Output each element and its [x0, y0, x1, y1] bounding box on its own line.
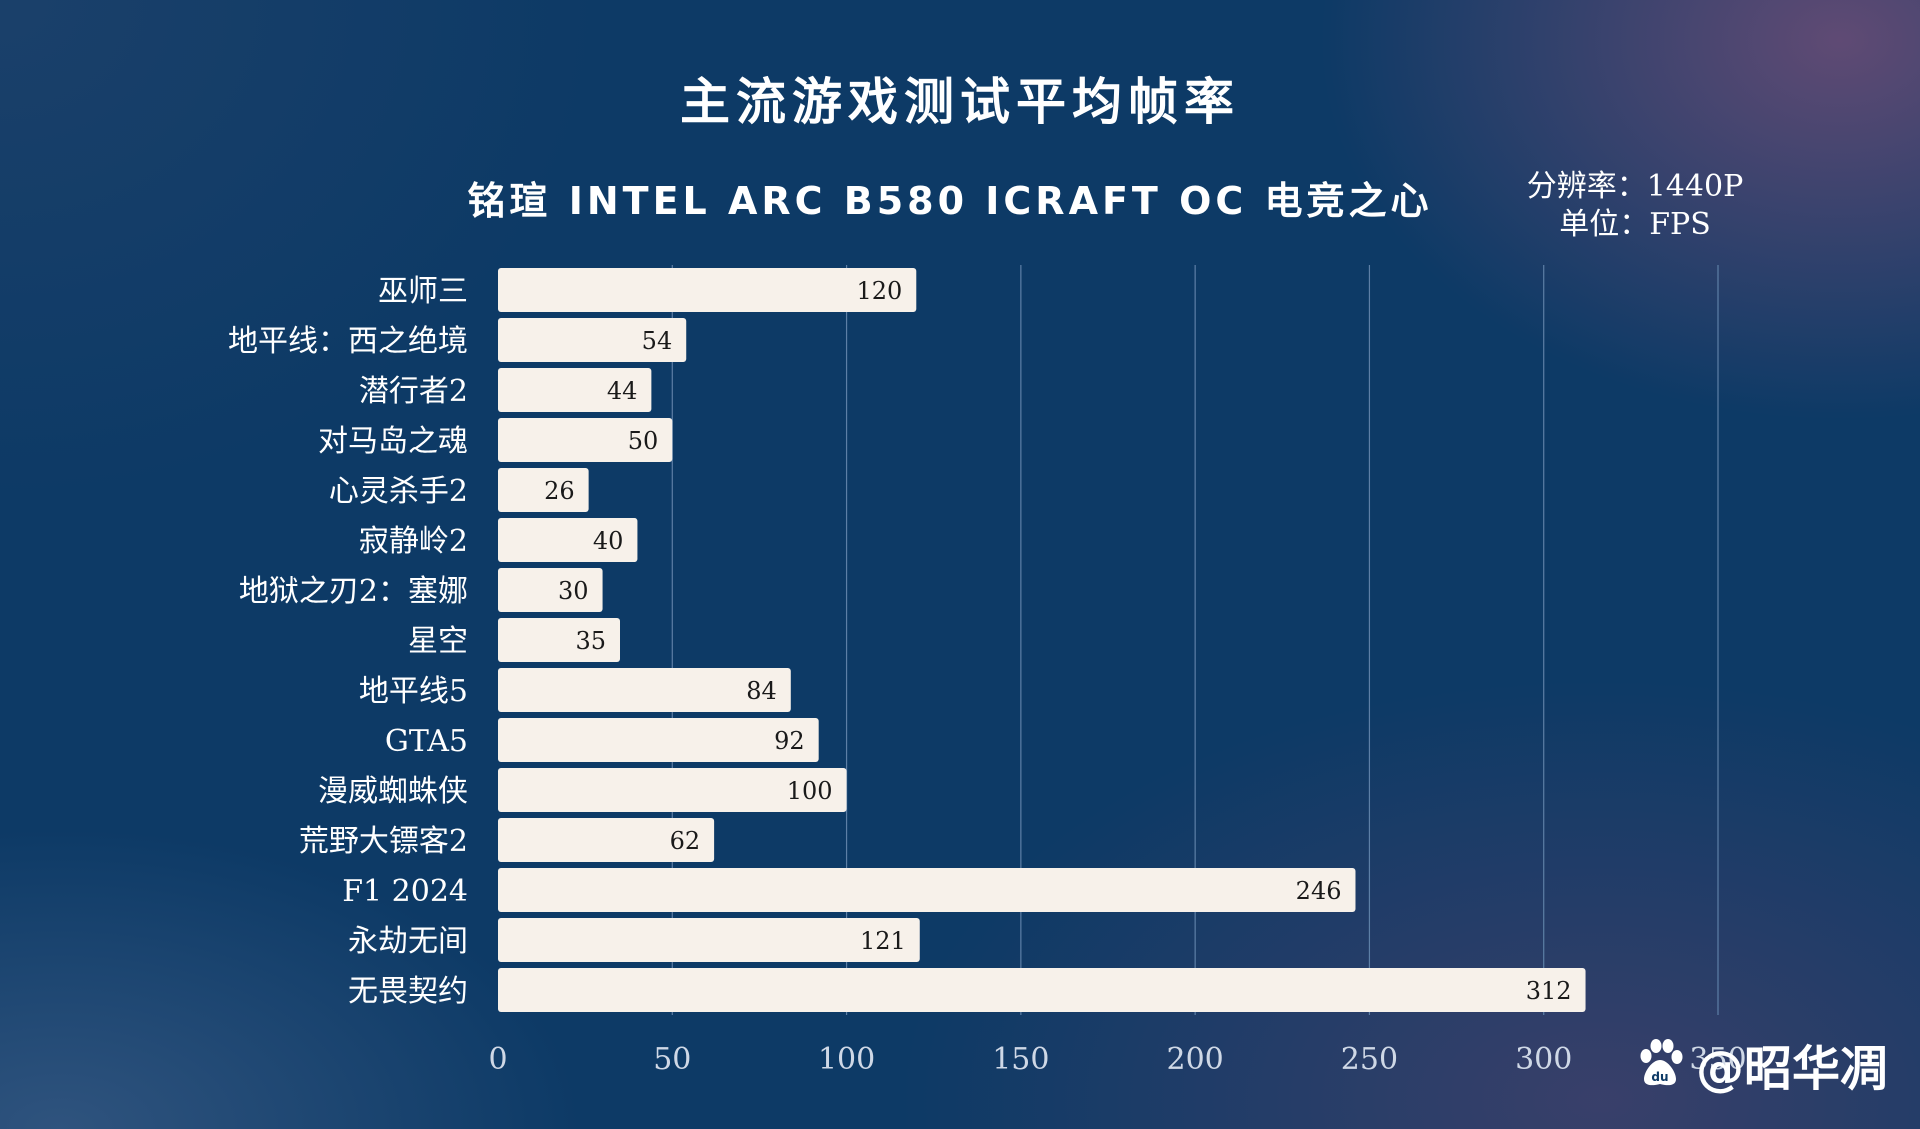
bar [498, 268, 917, 312]
x-tick-label: 100 [818, 1042, 875, 1077]
x-tick-label: 350 [1689, 1042, 1746, 1077]
unit-label: 单位：FPS [1559, 207, 1711, 242]
bars [498, 268, 1586, 1012]
bar [498, 918, 920, 962]
category-label: 无畏契约 [348, 974, 468, 1009]
category-label: 心灵杀手2 [329, 474, 468, 509]
bar [498, 668, 791, 712]
bar [498, 818, 715, 862]
svg-text:du: du [1651, 1070, 1668, 1084]
x-axis-ticks: 0 50 100 150 200 250 300 350 [488, 1042, 1746, 1077]
bar [498, 368, 652, 412]
category-label: 巫师三 [378, 274, 468, 309]
watermark-text: @昭华凋 [1696, 1041, 1889, 1097]
value-label: 120 [856, 277, 902, 305]
category-label: F1 2024 [342, 874, 468, 909]
category-label: 潜行者2 [359, 374, 468, 409]
bar [498, 518, 638, 562]
value-label: 44 [607, 377, 638, 405]
x-tick-label: 300 [1515, 1042, 1572, 1077]
bar [498, 318, 687, 362]
category-label: 漫威蜘蛛侠 [318, 774, 468, 809]
bar [498, 568, 603, 612]
value-label: 62 [670, 827, 701, 855]
category-label: 地平线5 [359, 674, 468, 709]
watermark: du @昭华凋 [1632, 1034, 1902, 1097]
value-label: 92 [774, 727, 805, 755]
category-label: 地狱之刃2：塞娜 [239, 574, 468, 609]
bar [498, 968, 1586, 1012]
value-label: 100 [787, 777, 833, 805]
value-label: 30 [558, 577, 589, 605]
chart-subtitle: 铭瑄 INTEL ARC B580 ICRAFT OC 电竞之心 [467, 179, 1433, 223]
x-tick-label: 250 [1341, 1042, 1398, 1077]
bar [498, 868, 1356, 912]
value-label: 26 [544, 477, 575, 505]
category-label: 荒野大镖客2 [299, 824, 468, 859]
chart-title: 主流游戏测试平均帧率 [680, 73, 1240, 131]
category-label: 永劫无间 [348, 924, 468, 959]
x-tick-label: 150 [992, 1042, 1049, 1077]
x-tick-label: 50 [653, 1042, 691, 1077]
bar [498, 418, 673, 462]
x-tick-label: 0 [488, 1042, 507, 1077]
bar [498, 468, 589, 512]
category-label: 寂静岭2 [359, 524, 468, 559]
baidu-paw-icon: du [1640, 1039, 1683, 1086]
x-tick-label: 200 [1167, 1042, 1224, 1077]
value-label: 50 [628, 427, 659, 455]
category-label: 星空 [408, 624, 468, 659]
value-label: 246 [1296, 877, 1342, 905]
bar [498, 718, 819, 762]
bar [498, 768, 847, 812]
value-label: 54 [642, 327, 673, 355]
chart-meta: 分辨率：1440P 单位：FPS [1500, 168, 1770, 244]
category-label: 地平线：西之绝境 [228, 324, 468, 359]
category-label: GTA5 [385, 724, 468, 759]
value-label: 121 [860, 927, 906, 955]
resolution-label: 分辨率：1440P [1526, 169, 1744, 204]
category-label: 对马岛之魂 [318, 424, 468, 459]
bar [498, 618, 620, 662]
value-label: 84 [746, 677, 777, 705]
value-label: 35 [575, 627, 606, 655]
value-label: 312 [1526, 977, 1572, 1005]
value-label: 40 [593, 527, 624, 555]
